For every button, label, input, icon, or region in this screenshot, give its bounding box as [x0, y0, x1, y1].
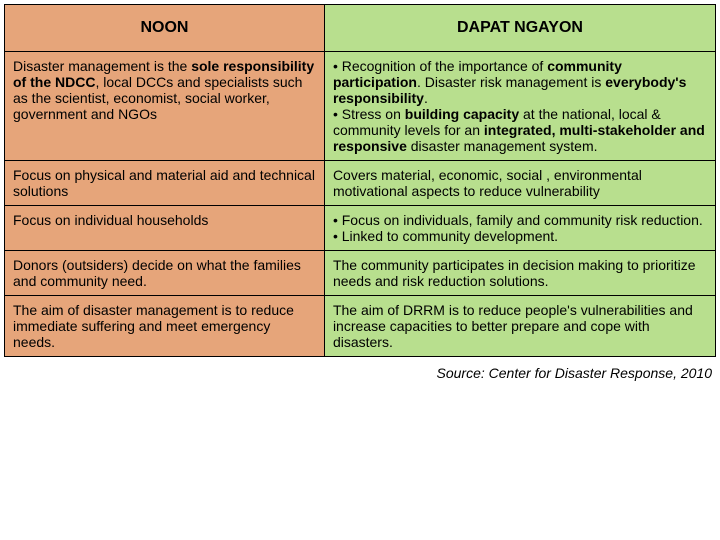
- cell-left: Focus on individual households: [5, 206, 325, 251]
- source-citation: Source: Center for Disaster Response, 20…: [4, 365, 716, 381]
- table-row: Disaster management is the sole responsi…: [5, 52, 716, 161]
- cell-right: • Focus on individuals, family and commu…: [324, 206, 715, 251]
- cell-right: The aim of DRRM is to reduce people's vu…: [324, 296, 715, 357]
- table-row: Donors (outsiders) decide on what the fa…: [5, 251, 716, 296]
- cell-left: Donors (outsiders) decide on what the fa…: [5, 251, 325, 296]
- table-row: Focus on physical and material aid and t…: [5, 161, 716, 206]
- comparison-table: NOON DAPAT NGAYON Disaster management is…: [4, 4, 716, 357]
- header-right: DAPAT NGAYON: [324, 5, 715, 52]
- table-row: Focus on individual households• Focus on…: [5, 206, 716, 251]
- cell-left: Disaster management is the sole responsi…: [5, 52, 325, 161]
- table-row: The aim of disaster management is to red…: [5, 296, 716, 357]
- header-left: NOON: [5, 5, 325, 52]
- header-row: NOON DAPAT NGAYON: [5, 5, 716, 52]
- cell-right: Covers material, economic, social , envi…: [324, 161, 715, 206]
- table-body: Disaster management is the sole responsi…: [5, 52, 716, 357]
- cell-right: • Recognition of the importance of commu…: [324, 52, 715, 161]
- cell-left: Focus on physical and material aid and t…: [5, 161, 325, 206]
- cell-left: The aim of disaster management is to red…: [5, 296, 325, 357]
- cell-right: The community participates in decision m…: [324, 251, 715, 296]
